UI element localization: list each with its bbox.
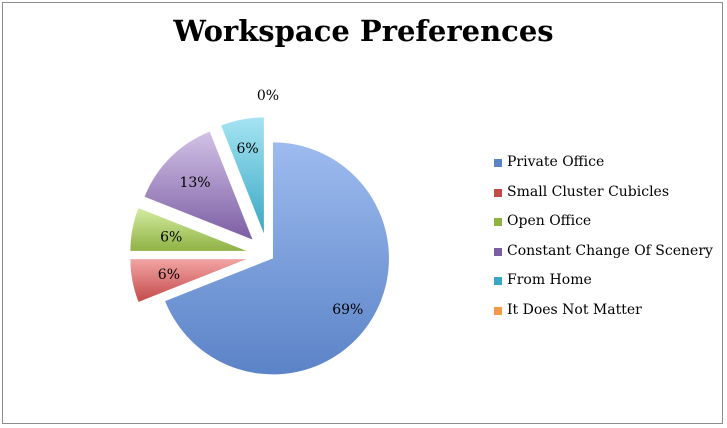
- legend-swatch: [494, 188, 502, 197]
- legend-label: From Home: [507, 272, 592, 288]
- legend-swatch: [494, 159, 502, 167]
- data-label-from-home: 6%: [236, 141, 258, 157]
- legend-label: Small Cluster Cubicles: [507, 183, 670, 200]
- legend-swatch: [494, 247, 502, 256]
- data-label-private-office: 69%: [332, 302, 363, 318]
- legend-item: Open Office: [494, 212, 722, 242]
- pie-slice-open-office: [130, 208, 247, 251]
- legend-item: Small Cluster Cubicles: [494, 183, 722, 213]
- legend-swatch: [494, 277, 502, 285]
- legend-swatch: [494, 218, 502, 226]
- legend: Private Office Small Cluster Cubicles Open…: [494, 153, 722, 330]
- chart-title: Workspace Preferences: [173, 14, 554, 48]
- pie-slice-constant-change-of-scenery: [144, 131, 253, 240]
- data-label-open-office: 6%: [160, 230, 182, 246]
- data-label-constant-change-of-scenery: 13%: [179, 175, 210, 191]
- legend-label: Constant Change Of Scenery: [507, 242, 713, 259]
- legend-label: Open Office: [507, 213, 592, 229]
- pie-slice-from-home: [221, 117, 264, 234]
- legend-label: Private Office: [507, 154, 605, 170]
- legend-item: From Home: [494, 271, 722, 301]
- pie-slice-small-cluster-cubicles: [130, 259, 247, 302]
- data-label-small-cluster-cubicles: 6%: [158, 267, 180, 283]
- legend-item: Constant Change Of Scenery: [494, 242, 722, 272]
- legend-swatch: [494, 306, 502, 315]
- pie-slice-private-office: [165, 142, 389, 375]
- legend-item: Private Office: [494, 153, 722, 183]
- data-label-it-does-not-matter: 0%: [257, 88, 279, 104]
- legend-label: It Does Not Matter: [507, 301, 642, 318]
- legend-item: It Does Not Matter: [494, 301, 722, 331]
